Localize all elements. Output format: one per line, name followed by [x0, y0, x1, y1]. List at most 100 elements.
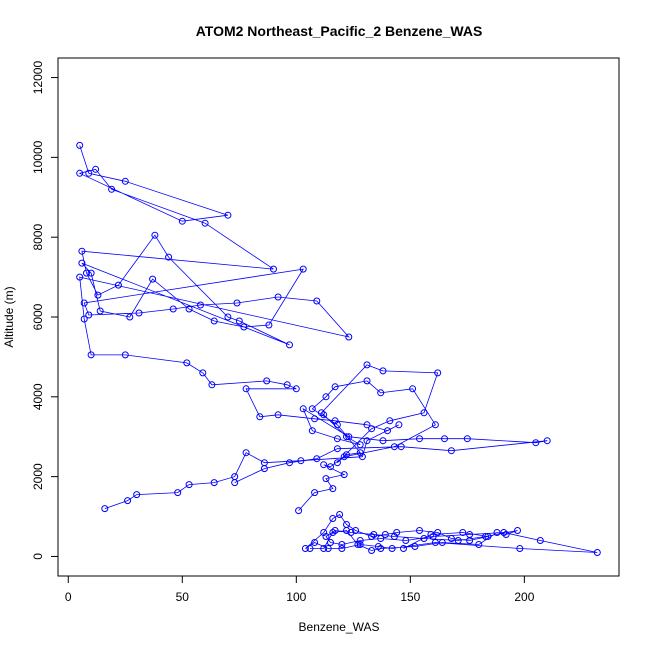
- data-point: [338, 545, 346, 552]
- data-point: [331, 383, 339, 391]
- data-point: [87, 269, 95, 277]
- data-point: [76, 169, 84, 177]
- data-point: [514, 527, 521, 534]
- data-point: [210, 317, 218, 325]
- data-point: [178, 217, 186, 225]
- data-point: [256, 413, 264, 421]
- data-point: [368, 533, 376, 540]
- data-point: [185, 481, 193, 489]
- data-layer: [76, 141, 601, 556]
- data-point: [83, 269, 90, 277]
- data-point: [447, 535, 455, 542]
- data-point: [292, 385, 300, 393]
- data-point: [390, 443, 398, 451]
- data-point: [308, 427, 316, 435]
- data-point: [347, 529, 355, 536]
- data-point: [429, 533, 437, 540]
- data-point: [354, 541, 362, 548]
- data-point: [438, 539, 446, 546]
- data-point: [368, 425, 376, 433]
- data-point: [80, 315, 88, 323]
- data-point: [274, 411, 282, 419]
- data-point: [301, 545, 309, 552]
- y-tick-label: 12000: [31, 61, 45, 95]
- data-point: [356, 449, 364, 457]
- data-point: [409, 385, 417, 393]
- data-point: [87, 351, 95, 359]
- data-point: [370, 531, 378, 538]
- data-point: [338, 541, 346, 548]
- data-point: [124, 497, 132, 505]
- data-point: [363, 421, 371, 429]
- y-tick-label: 8000: [31, 224, 45, 251]
- data-point: [270, 265, 277, 273]
- data-point: [101, 505, 109, 513]
- plot-frame: [57, 57, 620, 577]
- data-point: [441, 435, 448, 443]
- data-point: [390, 533, 398, 540]
- data-point: [313, 297, 321, 305]
- data-point: [377, 535, 385, 542]
- series-line: [305, 513, 598, 553]
- data-point: [381, 531, 389, 538]
- data-point: [286, 341, 293, 349]
- x-tick-label: 0: [65, 590, 72, 604]
- y-tick-label: 4000: [31, 383, 45, 410]
- data-series: [231, 361, 551, 515]
- data-point: [260, 465, 268, 473]
- data-point: [416, 527, 423, 534]
- data-point: [235, 317, 243, 325]
- series-line: [234, 364, 548, 511]
- data-point: [121, 351, 129, 359]
- y-axis-label: Altitude (m): [2, 286, 16, 347]
- data-point: [377, 545, 385, 552]
- data-point: [149, 275, 157, 283]
- data-point: [185, 305, 193, 313]
- data-series: [76, 141, 403, 513]
- x-axis-label: Benzene_WAS: [299, 620, 380, 634]
- data-point: [320, 411, 328, 419]
- data-point: [308, 405, 316, 413]
- data-point: [224, 313, 232, 321]
- data-point: [400, 545, 407, 552]
- data-point: [197, 301, 204, 309]
- data-point: [322, 475, 330, 483]
- data-point: [431, 421, 439, 429]
- data-point: [85, 311, 93, 319]
- data-point: [386, 417, 394, 425]
- data-point: [135, 309, 143, 317]
- data-point: [329, 485, 337, 493]
- data-point: [320, 461, 328, 469]
- data-point: [199, 369, 207, 377]
- data-point: [210, 479, 218, 487]
- data-point: [108, 185, 116, 193]
- data-point: [233, 299, 241, 307]
- data-point: [363, 361, 371, 369]
- data-point: [333, 421, 341, 429]
- data-point: [322, 533, 330, 540]
- data-point: [329, 529, 337, 536]
- data-point: [240, 323, 248, 331]
- data-point: [397, 443, 405, 451]
- data-point: [463, 435, 471, 443]
- data-point: [76, 273, 84, 281]
- data-point: [311, 489, 319, 497]
- data-point: [295, 507, 303, 515]
- data-point: [536, 537, 544, 544]
- data-point: [311, 539, 319, 546]
- data-point: [356, 541, 364, 548]
- data-point: [356, 537, 364, 544]
- data-point: [336, 511, 344, 518]
- data-point: [183, 359, 191, 367]
- data-point: [482, 533, 490, 540]
- data-point: [459, 529, 467, 536]
- data-point: [345, 333, 353, 341]
- x-axis: 0 50 100 150 200: [65, 575, 535, 604]
- data-point: [114, 281, 122, 289]
- data-point: [502, 531, 510, 538]
- data-point: [274, 293, 282, 301]
- data-point: [320, 545, 328, 552]
- data-point: [286, 459, 293, 467]
- data-point: [329, 515, 337, 522]
